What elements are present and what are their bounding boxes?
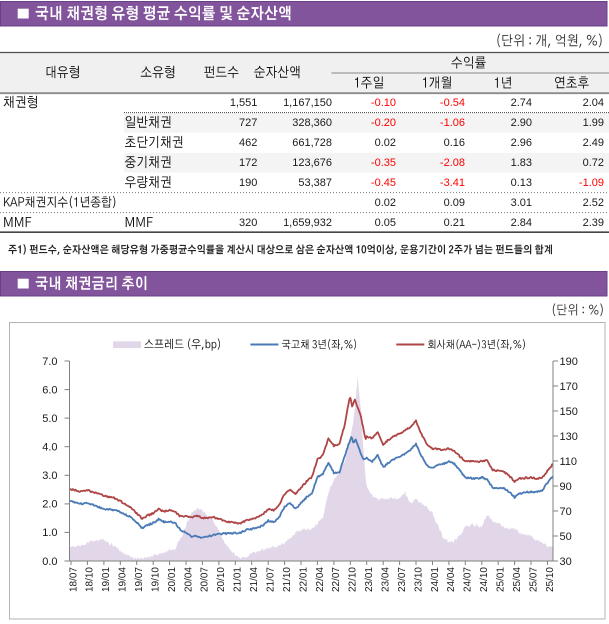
svg-text:-1.09: -1.09 — [579, 177, 604, 189]
svg-text:170: 170 — [560, 381, 578, 393]
svg-text:-0.10: -0.10 — [371, 97, 396, 109]
svg-text:172: 172 — [239, 157, 257, 169]
svg-text:0.21: 0.21 — [444, 217, 465, 229]
svg-text:0.09: 0.09 — [444, 197, 465, 209]
svg-text:1,659,932: 1,659,932 — [283, 217, 332, 229]
svg-text:1.83: 1.83 — [511, 157, 532, 169]
svg-text:2.04: 2.04 — [583, 97, 604, 109]
svg-text:150: 150 — [560, 406, 578, 418]
svg-text:30: 30 — [560, 556, 572, 568]
svg-text:53,387: 53,387 — [298, 177, 332, 189]
svg-text:661,728: 661,728 — [292, 137, 332, 149]
svg-text:50: 50 — [560, 531, 572, 543]
svg-text:2.84: 2.84 — [511, 217, 532, 229]
svg-text:123,676: 123,676 — [292, 157, 332, 169]
svg-text:22/07: 22/07 — [331, 567, 342, 592]
svg-text:19/01: 19/01 — [101, 567, 112, 592]
svg-text:0.13: 0.13 — [511, 177, 532, 189]
svg-text:2.96: 2.96 — [511, 137, 532, 149]
svg-text:-3.41: -3.41 — [440, 177, 465, 189]
svg-text:-2.08: -2.08 — [440, 157, 465, 169]
svg-text:-1.06: -1.06 — [440, 117, 465, 129]
svg-text:23/10: 23/10 — [413, 567, 424, 592]
svg-text:5.0: 5.0 — [42, 413, 57, 425]
svg-text:3.0: 3.0 — [42, 470, 57, 482]
svg-text:23/07: 23/07 — [397, 567, 408, 592]
svg-text:25/10: 25/10 — [545, 567, 556, 592]
svg-text:19/10: 19/10 — [151, 567, 162, 592]
svg-text:110: 110 — [560, 456, 578, 468]
svg-text:462: 462 — [239, 137, 257, 149]
svg-text:190: 190 — [560, 356, 578, 368]
svg-text:21/10: 21/10 — [282, 567, 293, 592]
svg-text:0.72: 0.72 — [583, 157, 604, 169]
svg-text:18/07: 18/07 — [68, 567, 79, 592]
svg-text:21/01: 21/01 — [233, 567, 244, 592]
svg-text:70: 70 — [560, 506, 572, 518]
svg-text:90: 90 — [560, 481, 572, 493]
svg-text:2.0: 2.0 — [42, 499, 57, 511]
svg-text:24/04: 24/04 — [446, 567, 457, 592]
svg-text:24/10: 24/10 — [479, 567, 490, 592]
svg-text:22/01: 22/01 — [298, 567, 309, 592]
svg-text:19/07: 19/07 — [134, 567, 145, 592]
svg-text:22/04: 22/04 — [315, 567, 326, 592]
svg-text:4.0: 4.0 — [42, 442, 57, 454]
svg-text:1.99: 1.99 — [583, 117, 604, 129]
svg-text:24/07: 24/07 — [463, 567, 474, 592]
svg-text:-0.45: -0.45 — [371, 177, 396, 189]
svg-text:18/10: 18/10 — [85, 567, 96, 592]
svg-text:20/01: 20/01 — [167, 567, 178, 592]
svg-text:7.0: 7.0 — [42, 356, 57, 368]
svg-text:1.0: 1.0 — [42, 527, 57, 539]
svg-text:23/04: 23/04 — [381, 567, 392, 592]
svg-text:24/01: 24/01 — [430, 567, 441, 592]
svg-text:190: 190 — [239, 177, 257, 189]
svg-text:0.05: 0.05 — [375, 217, 396, 229]
svg-text:22/10: 22/10 — [348, 567, 359, 592]
svg-text:1,167,150: 1,167,150 — [283, 97, 332, 109]
svg-text:21/04: 21/04 — [249, 567, 260, 592]
svg-text:3.01: 3.01 — [511, 197, 532, 209]
svg-text:0.02: 0.02 — [375, 137, 396, 149]
svg-text:1,551: 1,551 — [230, 97, 258, 109]
svg-text:130: 130 — [560, 431, 578, 443]
svg-text:20/04: 20/04 — [183, 567, 194, 592]
svg-text:727: 727 — [239, 117, 257, 129]
svg-text:20/10: 20/10 — [216, 567, 227, 592]
svg-text:328,360: 328,360 — [292, 117, 332, 129]
svg-text:2.49: 2.49 — [583, 137, 604, 149]
svg-text:25/07: 25/07 — [528, 567, 539, 592]
svg-text:0.02: 0.02 — [375, 197, 396, 209]
svg-text:20/07: 20/07 — [200, 567, 211, 592]
svg-text:2.52: 2.52 — [583, 197, 604, 209]
svg-text:320: 320 — [239, 217, 257, 229]
svg-text:-0.35: -0.35 — [371, 157, 396, 169]
svg-text:2.74: 2.74 — [511, 97, 532, 109]
svg-text:25/04: 25/04 — [512, 567, 523, 592]
svg-text:-0.20: -0.20 — [371, 117, 396, 129]
svg-text:-0.54: -0.54 — [440, 97, 465, 109]
svg-text:0.0: 0.0 — [42, 556, 57, 568]
svg-text:21/07: 21/07 — [266, 567, 277, 592]
svg-text:25/01: 25/01 — [496, 567, 507, 592]
svg-text:23/01: 23/01 — [364, 567, 375, 592]
svg-text:2.90: 2.90 — [511, 117, 532, 129]
svg-text:0.16: 0.16 — [444, 137, 465, 149]
svg-text:6.0: 6.0 — [42, 384, 57, 396]
svg-text:2.39: 2.39 — [583, 217, 604, 229]
svg-text:19/04: 19/04 — [118, 567, 129, 592]
